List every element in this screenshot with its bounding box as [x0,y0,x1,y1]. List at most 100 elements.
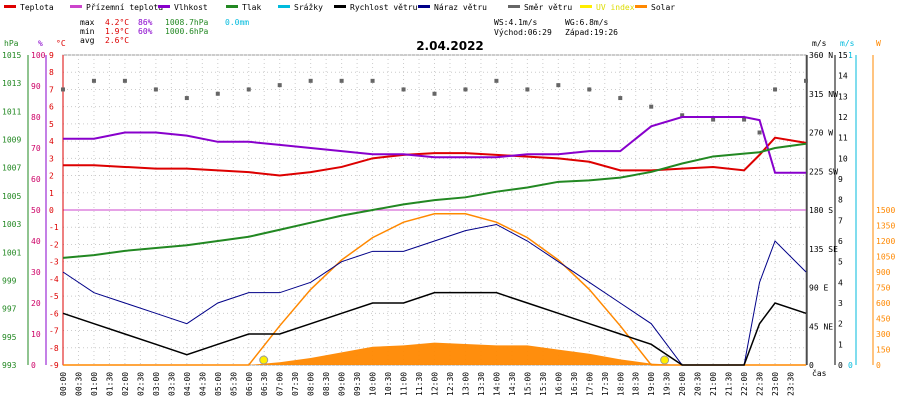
direction-tick-label: 270 W [809,129,833,138]
series-line-temperature [63,136,807,177]
solar-tick-label: 0 [876,361,881,370]
wind-speed-tick-label: 8 [838,196,843,205]
time-tick-label: 20:30 [694,372,703,396]
wind-direction-point [711,117,716,122]
stat-row-label: max [80,18,95,27]
temperature-tick-label: 2 [49,172,54,181]
temperature-tick-label: -5 [49,292,59,301]
stat-temperature: 2.6°C [105,36,129,45]
legend-label: Tlak [242,3,261,12]
wind-speed-tick-label: 6 [838,237,843,246]
time-tick-label: 05:00 [214,372,223,396]
wind-speed-tick-label: 11 [838,134,848,143]
solar-tick-label: 750 [876,284,891,293]
wind-direction-point [463,87,468,92]
temperature-tick-label: -8 [49,344,59,353]
direction-tick-label: 135 SE [809,245,838,254]
time-tick-label: 02:30 [136,372,145,396]
time-tick-label: 11:30 [415,372,424,396]
humidity-tick-label: 20 [31,299,41,308]
temperature-tick-label: 5 [49,120,54,129]
temperature-tick-label: 6 [49,103,54,112]
humidity-tick-label: 30 [31,268,41,277]
wind-direction-point [649,104,654,109]
unit-label-hpa: hPa [4,39,19,48]
humidity-tick-label: 80 [31,113,41,122]
time-tick-label: 15:30 [539,372,548,396]
humidity-tick-label: 10 [31,330,41,339]
legend-swatch [635,5,647,8]
temperature-tick-label: -4 [49,275,59,284]
stat-pressure: 1000.6hPa [165,27,209,36]
time-tick-label: 06:30 [260,372,269,396]
chart-title: 2.04.2022 [416,39,484,53]
wind-direction-point [494,78,499,83]
series-line-humidity [63,116,806,174]
sunrise-info: Východ:06:29 [494,28,552,37]
time-tick-label: 19:30 [663,372,672,396]
wind-direction-point [339,78,344,83]
solar-area [63,342,806,365]
sunset-marker [660,355,670,365]
pressure-tick-label: 1011 [2,107,21,116]
wind-direction-point [680,113,685,118]
time-tick-label: 15:00 [523,372,532,396]
wind-direction-point [184,96,189,101]
time-tick-label: 04:30 [198,372,207,396]
legend-swatch [226,5,238,8]
legend-swatch [580,5,592,8]
solar-tick-label: 1050 [876,253,895,262]
pressure-tick-label: 1015 [2,51,21,60]
stat-humidity: 60% [138,27,153,36]
time-tick-label: 05:30 [229,372,238,396]
solar-tick-label: 450 [876,315,891,324]
humidity-tick-label: 60 [31,175,41,184]
solar-tick-label: 600 [876,299,891,308]
stat-rain: 0.0mm [225,18,249,27]
wind-speed-line [62,291,807,366]
time-tick-label: 20:00 [678,372,687,396]
time-tick-label: 22:30 [756,372,765,396]
temperature-tick-label: 0 [49,206,54,215]
wind-direction-point [773,87,778,92]
temperature-tick-label: 7 [49,85,54,94]
solar-tick-label: 1350 [876,222,895,231]
unit-label-w: W [876,39,881,48]
pressure-tick-label: 1003 [2,220,21,229]
solar-tick-label: 900 [876,268,891,277]
stat-row-label: avg [80,36,95,45]
time-axis-label: čas [812,368,827,378]
time-tick-label: 06:00 [245,372,254,396]
wind-speed-tick-label: 2 [838,320,843,329]
wind-direction-point [587,87,592,92]
unit-label-ms2: m/s [840,39,855,48]
wind-speed-tick-label: 14 [838,72,848,81]
solar-tick-label: 1500 [876,206,895,215]
solar-tick-label: 1200 [876,237,895,246]
wind-direction-point [308,78,313,83]
series-line-pressure [62,142,807,259]
wind-gust-info: WG:6.8m/s [565,18,609,27]
sunset-info: Západ:19:26 [565,28,618,37]
humidity-tick-label: 40 [31,237,41,246]
wind-speed-info: WS:4.1m/s [494,18,538,27]
humidity-tick-label: 50 [31,206,41,215]
legend-label: Směr větru [524,3,572,12]
direction-tick-label: 225 SW [809,167,838,176]
time-tick-label: 14:30 [508,372,517,396]
temperature-tick-label: -2 [49,240,59,249]
wind-direction-point [122,78,127,83]
time-tick-label: 00:00 [59,372,68,396]
wind-direction-point [618,96,623,101]
wind-speed-tick-label: 5 [838,258,843,267]
rain-tick-label: 0 [848,361,853,370]
wind-direction-point [757,130,762,135]
time-tick-label: 13:30 [477,372,486,396]
humidity-tick-label: 70 [31,144,41,153]
time-tick-label: 22:00 [740,372,749,396]
wind-speed-tick-label: 15 [838,51,848,60]
legend-label: Solar [651,3,675,12]
legend-label: Přízemní teplota [86,3,163,12]
time-tick-label: 21:00 [709,372,718,396]
wind-speed-tick-label: 0 [838,361,843,370]
